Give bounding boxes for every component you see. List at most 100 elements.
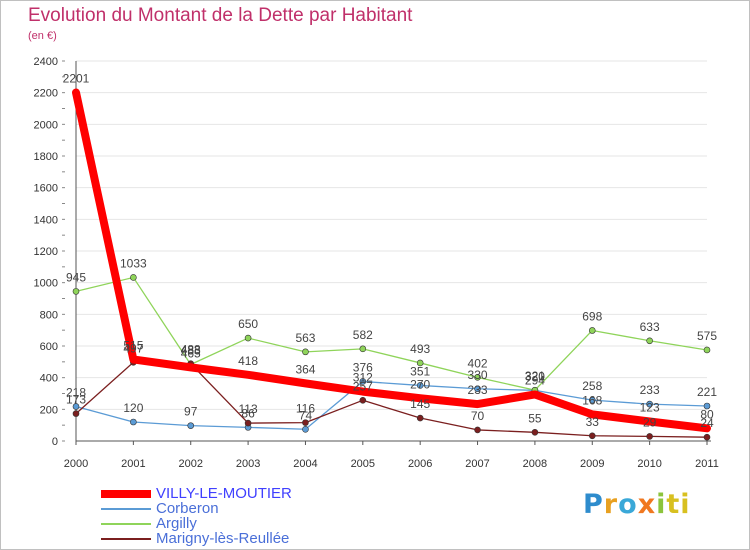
data-label: 364 [295, 362, 315, 376]
data-label: 33 [586, 415, 600, 429]
x-tick-label: 2007 [465, 458, 489, 470]
y-tick-label: 1600 [34, 183, 58, 195]
x-tick-label: 2003 [236, 458, 260, 470]
y-tick-label: 1400 [34, 214, 58, 226]
data-label: 563 [295, 331, 315, 345]
data-label: 168 [582, 393, 602, 407]
legend-label: Marigny-lès-Reullée [156, 530, 290, 547]
proxiti-logo: Proxiti [583, 489, 691, 520]
data-label: 2201 [63, 72, 90, 86]
data-point [531, 391, 538, 398]
data-point [646, 433, 653, 440]
legend-swatch [101, 523, 151, 525]
data-label: 80 [700, 407, 714, 421]
data-label: 945 [66, 270, 86, 284]
data-label: 402 [468, 356, 488, 370]
data-label: 351 [410, 364, 430, 378]
data-point [589, 411, 596, 418]
y-tick-label: 2400 [34, 56, 58, 68]
data-point [359, 388, 366, 395]
y-grid [76, 60, 707, 442]
legend-item: Marigny-lès-Reullée [101, 530, 361, 547]
data-point [187, 364, 194, 371]
data-label: 321 [525, 369, 545, 383]
y-tick-label: 1000 [34, 278, 58, 290]
legend-swatch [101, 508, 151, 510]
data-point [417, 395, 424, 402]
x-tick-label: 2004 [293, 458, 317, 470]
data-point [704, 425, 710, 432]
data-label: 497 [123, 341, 143, 355]
data-label: 123 [640, 401, 660, 415]
series-lines [72, 88, 711, 441]
data-point [474, 426, 481, 434]
data-label: 698 [582, 309, 602, 323]
legend-item: Corberon [101, 500, 361, 517]
legend-swatch [101, 490, 151, 498]
data-label: 650 [238, 317, 258, 331]
data-point [302, 425, 309, 433]
data-label: 465 [181, 346, 201, 360]
y-tick-label: 2000 [34, 119, 58, 131]
data-label: 294 [525, 373, 545, 387]
data-label: 218 [66, 385, 86, 399]
data-point [474, 401, 481, 408]
data-label: 86 [241, 406, 255, 420]
data-point [302, 348, 309, 356]
series-line [75, 380, 708, 430]
data-label: 55 [528, 411, 542, 425]
data-label: 493 [410, 342, 430, 356]
data-label: 312 [353, 371, 373, 385]
y-tick-labels: 0 200 400 600 800 1000 1200 1400 1600 1800 2000 220… [34, 56, 58, 448]
x-tick-label: 2005 [351, 458, 375, 470]
data-point [474, 385, 481, 393]
data-label: 270 [410, 377, 430, 391]
data-label: 29 [643, 415, 657, 429]
data-point [474, 374, 481, 381]
data-point [72, 410, 80, 417]
x-tick-label: 2009 [580, 458, 604, 470]
chart-title: Evolution du Montant de la Dette par Hab… [28, 5, 413, 26]
data-point [73, 89, 79, 96]
x-tick-label: 2001 [121, 458, 145, 470]
data-label: 120 [123, 401, 143, 415]
x-tick-label: 2002 [178, 458, 202, 470]
data-label: 113 [239, 402, 258, 416]
data-label: 330 [468, 368, 488, 382]
data-label: 483 [181, 344, 201, 358]
chart-subtitle: (en €) [28, 30, 57, 42]
data-label: 575 [697, 329, 717, 343]
data-label: 145 [410, 397, 430, 411]
legend-label: VILLY-LE-MOUTIER [156, 485, 292, 502]
data-label: 233 [468, 383, 488, 397]
data-point [703, 402, 711, 410]
data-label: 116 [296, 402, 315, 416]
data-point [703, 346, 711, 354]
data-point [245, 371, 252, 378]
data-point [244, 419, 252, 427]
series-line [72, 88, 711, 433]
data-point [359, 397, 367, 404]
data-label: 97 [184, 405, 198, 419]
data-point [359, 378, 367, 385]
x-tick-label: 2008 [523, 458, 547, 470]
x-tick-label: 2011 [695, 458, 719, 470]
legend-label: Corberon [156, 500, 219, 517]
data-label: 488 [181, 343, 201, 357]
y-tick-label: 1800 [34, 151, 58, 163]
y-tick-label: 600 [40, 341, 58, 353]
legend-label: Argilly [156, 515, 197, 532]
data-label: 173 [66, 393, 86, 407]
data-point [703, 433, 711, 441]
data-point [646, 337, 653, 345]
line-chart: 0 200 400 600 800 1000 1200 1400 1600 1800 2000 220… [34, 56, 719, 470]
x-tick-labels: 2000 2001 2002 2003 2004 2005 2006 2007 2008 2009… [64, 458, 719, 470]
data-point [130, 274, 137, 281]
data-label: 258 [582, 379, 602, 393]
y-tick-label: 2200 [34, 88, 58, 100]
x-tick-label: 2006 [408, 458, 432, 470]
data-point [130, 356, 137, 363]
x-tick-label: 2000 [64, 458, 88, 470]
